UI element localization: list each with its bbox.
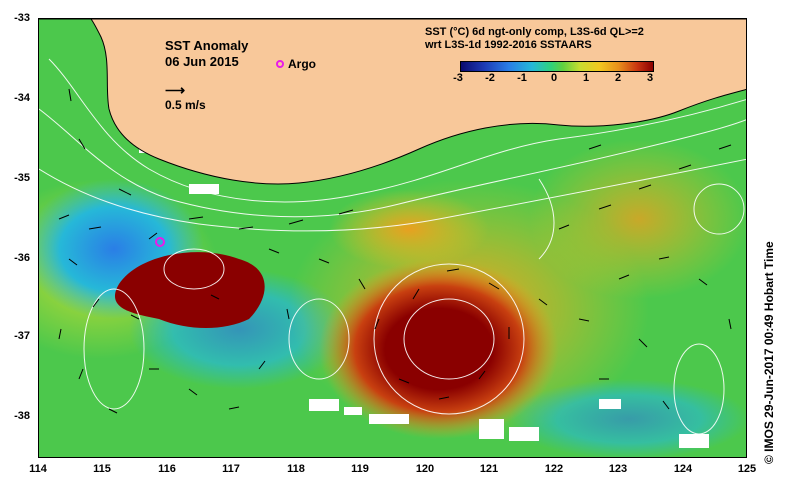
current-streamlines <box>39 58 746 435</box>
colorbar-tick: -3 <box>453 72 463 84</box>
longitude-label: 117 <box>222 463 240 475</box>
latitude-label: -38 <box>14 410 30 422</box>
colorbar-title-line-1: SST (°C) 6d ngt-only comp, L3S-6d QL>=2 <box>425 26 644 38</box>
latitude-label: -36 <box>14 252 30 264</box>
warm-filament <box>329 189 489 269</box>
colorbar-title: SST (°C) 6d ngt-only comp, L3S-6d QL>=2 … <box>425 26 715 52</box>
sst-anomaly-field <box>39 19 746 457</box>
latitude-label: -35 <box>14 172 30 184</box>
colorbar-tick: 2 <box>614 72 622 84</box>
colorbar-tick: 1 <box>582 72 590 84</box>
longitude-label: 123 <box>608 463 628 475</box>
longitude-label: 125 <box>737 463 757 475</box>
longitude-label: 120 <box>415 463 435 475</box>
colorbar-tick: -1 <box>517 72 527 84</box>
colorbar-tick: 3 <box>646 72 654 84</box>
longitude-label: 122 <box>544 463 564 475</box>
warm-anomaly-east <box>529 139 746 299</box>
title-line-1: SST Anomaly <box>165 38 249 53</box>
colorbar-tick: -2 <box>485 72 495 84</box>
latitude-label: -33 <box>14 12 30 24</box>
longitude-label: 114 <box>29 463 47 475</box>
velocity-arrows <box>58 88 732 414</box>
longitude-label: 116 <box>158 463 176 475</box>
colorbar-tick: 0 <box>550 72 558 84</box>
longitude-label: 118 <box>287 463 305 475</box>
argo-marker-icon <box>276 60 284 68</box>
credit-text: © IMOS 29-Jun-2017 00:49 Hobart Time <box>762 241 776 464</box>
longitude-label: 115 <box>93 463 111 475</box>
arrow-right-icon: ⟶ <box>165 82 186 98</box>
latitude-label: -34 <box>14 92 30 104</box>
argo-legend-label: Argo <box>288 57 316 71</box>
latitude-label: -37 <box>14 330 30 342</box>
cool-anomaly-southeast <box>509 379 746 457</box>
longitude-label: 121 <box>479 463 499 475</box>
argo-float-marker[interactable] <box>155 237 165 247</box>
velocity-scale-legend: ⟶ 0.5 m/s <box>165 82 206 112</box>
title-date: 06 Jun 2015 <box>165 54 239 69</box>
warm-core-eddy-east <box>319 259 559 439</box>
colorbar-title-line-2: wrt L3S-1d 1992-2016 SSTAARS <box>425 39 592 51</box>
longitude-label: 119 <box>351 463 369 475</box>
colorbar <box>460 61 654 72</box>
land-australia <box>39 19 746 185</box>
warm-core-eddy-west <box>114 252 265 328</box>
map-title: SST Anomaly 06 Jun 2015 <box>165 38 248 70</box>
velocity-scale-label: 0.5 m/s <box>165 98 206 112</box>
longitude-label: 124 <box>673 463 693 475</box>
argo-legend: Argo <box>276 57 316 71</box>
sst-map <box>38 18 747 458</box>
